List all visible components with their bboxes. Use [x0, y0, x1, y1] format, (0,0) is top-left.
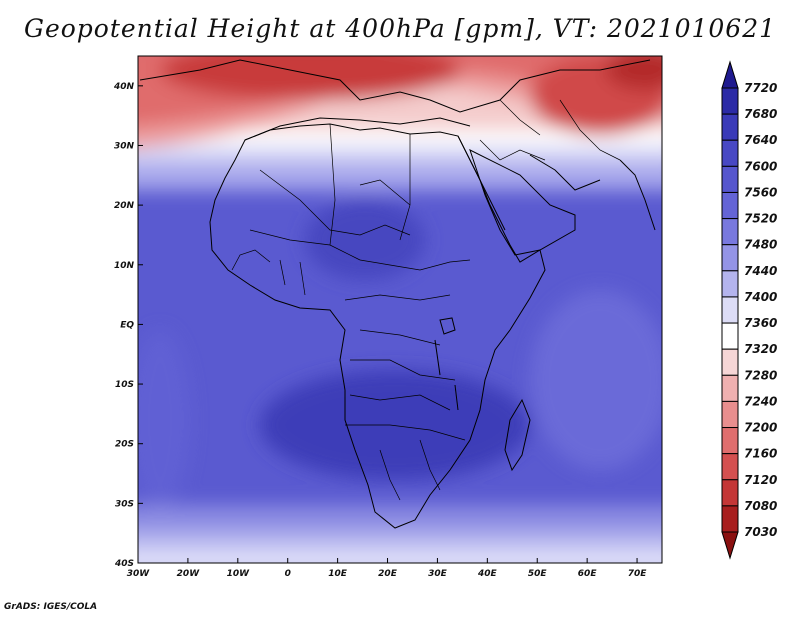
lat-tick-label: 10N: [114, 261, 135, 271]
lat-tick-label: 40N: [113, 82, 135, 92]
height-field: [138, 56, 662, 563]
colorbar-level-label: 7680: [744, 107, 777, 121]
colorbar-segment: [721, 374, 739, 402]
colorbar-segment: [721, 139, 739, 167]
lat-tick-label: 10S: [115, 380, 134, 390]
field-core-ne: [605, 56, 662, 90]
lake-victoria: [439, 317, 456, 335]
colorbar-segment: [721, 165, 739, 193]
colorbar-level-label: 7480: [744, 238, 777, 252]
lake-tanganyika: [434, 339, 441, 376]
longitude-axis: 30W 20W 10W 0 10E 20E 30E 40E 50E 60E 70E: [127, 558, 647, 579]
colorbar-level-label: 7560: [744, 185, 777, 199]
colorbar-segment: [721, 191, 739, 220]
colorbar-segment: [721, 270, 739, 298]
map-title: Geopotential Height at 400hPa [gpm], VT:…: [23, 14, 777, 43]
colorbar-level-label: 7240: [744, 394, 777, 408]
colorbar-level-label: 7640: [744, 133, 777, 147]
colorbar-segment: [721, 427, 739, 455]
colorbar-segment: [721, 87, 739, 115]
colorbar-level-label: 7360: [744, 316, 777, 330]
colorbar-level-label: 7400: [744, 290, 777, 304]
lat-tick-label: 20S: [115, 440, 134, 450]
colorbar-level-label: 7160: [744, 447, 777, 461]
lon-tick-label: 20W: [177, 569, 201, 579]
lat-tick-label: EQ: [120, 320, 134, 330]
colorbar-level-label: 7520: [744, 212, 777, 226]
lon-tick-label: 10E: [328, 569, 348, 579]
lat-tick-label: 30S: [115, 499, 134, 509]
colorbar-segment: [721, 322, 739, 350]
colorbar-segment: [721, 505, 739, 533]
colorbar-level-label: 7200: [744, 421, 777, 435]
lon-tick-label: 30E: [428, 569, 448, 579]
red-sea: [457, 135, 506, 231]
lon-tick-label: 50E: [528, 569, 548, 579]
lake-malawi: [454, 384, 459, 411]
colorbar-level-label: 7120: [744, 473, 777, 487]
field-west-atlantic: [138, 330, 190, 510]
latitude-axis: 40N 30N 20N 10N EQ 10S 20S 30S 40S: [113, 82, 143, 569]
africa-coastline: [209, 123, 546, 529]
colorbar-segment: [721, 296, 739, 324]
colorbar-level-label: 7080: [744, 499, 777, 513]
field-east-indian: [530, 290, 662, 470]
plot-frame: [137, 55, 663, 564]
colorbar-segment: [721, 113, 739, 141]
colorbar-segment: [721, 453, 739, 481]
lon-tick-label: 0: [285, 569, 291, 579]
field-high-sahel: [305, 200, 425, 280]
lat-tick-label: 30N: [114, 141, 135, 151]
lon-tick-label: 60E: [578, 569, 598, 579]
grads-credit: GrADS: IGES/COLA: [4, 602, 98, 612]
lat-tick-label: 40S: [114, 559, 134, 569]
colorbar-level-label: 7030: [744, 525, 777, 539]
colorbar-level-label: 7600: [744, 159, 777, 173]
india-west: [619, 159, 656, 231]
colorbar-level-label: 7320: [744, 342, 777, 356]
field-band-south-3: [138, 548, 662, 563]
lon-tick-label: 20E: [378, 569, 398, 579]
lon-tick-label: 10W: [227, 569, 251, 579]
madagascar: [504, 398, 531, 472]
lat-tick-label: 20N: [114, 201, 135, 211]
colorbar-level-label: 7440: [744, 264, 777, 278]
lon-tick-label: 70E: [628, 569, 648, 579]
colorbar-level-label: 7280: [744, 368, 777, 382]
arabian-peninsula: [469, 149, 576, 256]
europe-coast: [139, 59, 651, 113]
colorbar-segment: [721, 244, 739, 272]
colorbar-segment: [721, 400, 739, 429]
mediterranean-south: [244, 117, 471, 141]
lon-tick-label: 30W: [127, 569, 151, 579]
field-core-north: [160, 56, 460, 100]
field-high-south: [260, 370, 530, 480]
colorbar: 7720 7680 7640 7600 7560 7520 7480 7440 7400 7360…: [721, 60, 777, 560]
country-borders: [231, 99, 621, 501]
persian-gulf: [529, 154, 601, 191]
colorbar-level-label: 7720: [744, 81, 777, 95]
colorbar-segment: [721, 479, 739, 507]
coastlines: [139, 59, 656, 529]
colorbar-extend-bottom: [721, 531, 739, 560]
colorbar-extend-top: [721, 60, 739, 89]
lon-tick-label: 40E: [477, 569, 498, 579]
colorbar-segment: [721, 348, 739, 376]
colorbar-segment: [721, 218, 739, 246]
